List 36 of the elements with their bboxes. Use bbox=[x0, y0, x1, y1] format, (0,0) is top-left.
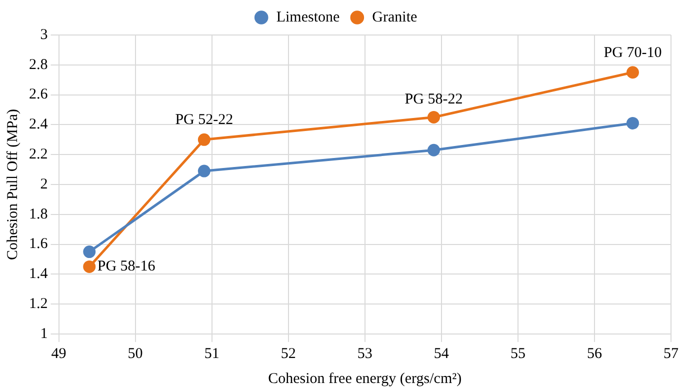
y-tick-label: 1.6 bbox=[29, 236, 48, 252]
x-tick-label: 57 bbox=[664, 346, 679, 362]
x-tick-label: 52 bbox=[280, 346, 296, 362]
annotation: PG 58-16 bbox=[97, 258, 156, 275]
y-tick-label: 3 bbox=[40, 26, 48, 43]
y-tick-label: 2.4 bbox=[29, 116, 48, 133]
x-tick-label: 51 bbox=[204, 346, 220, 362]
legend-label: Granite bbox=[372, 9, 418, 26]
y-tick-label: 2.8 bbox=[29, 56, 48, 73]
y-tick-label: 2 bbox=[40, 176, 48, 192]
annotation: PG 70-10 bbox=[604, 44, 662, 61]
point bbox=[626, 66, 639, 79]
x-tick-label: 53 bbox=[357, 346, 372, 362]
y-axis-title: Cohesion Pull Off (MPa) bbox=[4, 109, 21, 260]
x-tick-label: 49 bbox=[51, 346, 66, 362]
y-tick-label: 1 bbox=[40, 326, 48, 342]
point bbox=[198, 164, 210, 178]
point bbox=[83, 260, 96, 273]
point bbox=[428, 110, 440, 124]
point bbox=[626, 116, 639, 130]
y-tick-label: 1.2 bbox=[29, 296, 48, 312]
x-tick-label: 50 bbox=[128, 346, 143, 362]
y-tick-label: 1.8 bbox=[29, 206, 48, 222]
x-tick-label: 56 bbox=[586, 346, 602, 362]
y-tick-label: 2.2 bbox=[29, 146, 48, 163]
point bbox=[198, 133, 210, 146]
point bbox=[83, 246, 96, 258]
point bbox=[428, 144, 440, 156]
x-axis-title: Cohesion free energy (ergs/cm²) bbox=[268, 370, 462, 387]
annotation: PG 58-22 bbox=[404, 92, 463, 108]
y-tick-label: 1.4 bbox=[29, 266, 48, 282]
x-tick-label: 54 bbox=[434, 346, 450, 362]
x-tick-label: 55 bbox=[510, 346, 526, 362]
legend-label: Limestone bbox=[276, 9, 340, 26]
y-tick-label: 2.6 bbox=[29, 86, 48, 103]
annotation: PG 52-22 bbox=[175, 112, 234, 128]
